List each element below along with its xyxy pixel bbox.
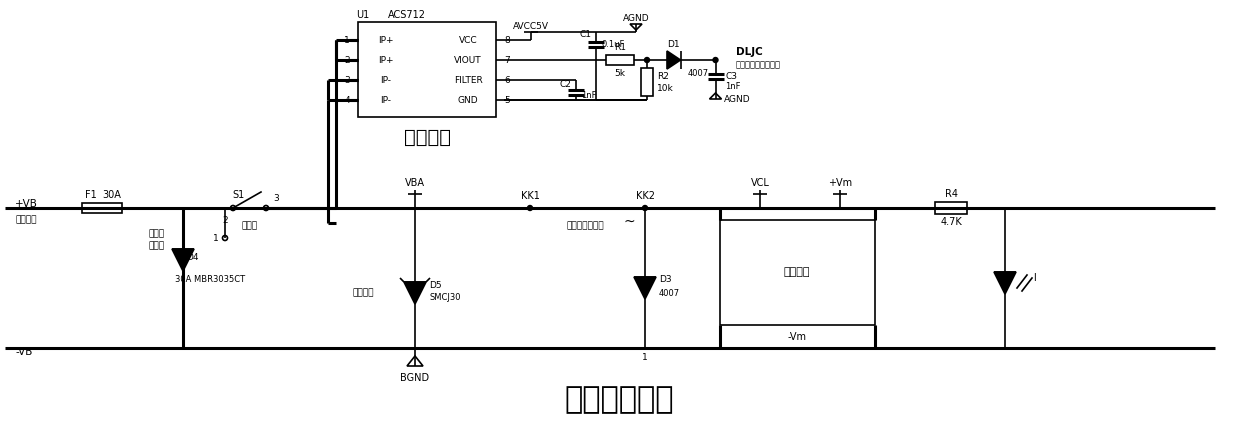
Polygon shape	[406, 356, 422, 366]
Bar	[606, 55, 634, 65]
Text: 保险片: 保险片	[147, 229, 164, 239]
Text: l: l	[1033, 273, 1036, 283]
Text: C2: C2	[559, 80, 571, 89]
Text: 大电流主回路: 大电流主回路	[564, 386, 674, 415]
Text: U1: U1	[356, 10, 369, 20]
Text: 电机电源: 电机电源	[784, 267, 810, 277]
Text: ACS712: ACS712	[388, 10, 426, 20]
Text: SMCJ30: SMCJ30	[429, 293, 461, 303]
Text: IP-: IP-	[380, 75, 392, 85]
Circle shape	[644, 58, 649, 62]
Text: R2: R2	[657, 72, 669, 80]
Text: 电流检测: 电流检测	[404, 128, 451, 147]
Circle shape	[712, 58, 717, 62]
Polygon shape	[710, 93, 721, 99]
Bar	[720, 220, 875, 325]
Bar	[641, 68, 653, 96]
Text: KK1: KK1	[520, 191, 539, 201]
Text: 1nF: 1nF	[726, 82, 741, 91]
Text: KK2: KK2	[636, 191, 654, 201]
Text: 1: 1	[642, 354, 648, 362]
Text: FILTER: FILTER	[453, 75, 482, 85]
Text: D3: D3	[659, 275, 672, 285]
Polygon shape	[629, 24, 642, 30]
Text: C3: C3	[726, 72, 737, 80]
Text: 0.1uF: 0.1uF	[601, 40, 624, 49]
Text: 1: 1	[344, 35, 349, 45]
Text: 防接反: 防接反	[147, 242, 164, 250]
Text: +VB: +VB	[15, 199, 38, 209]
Text: ~: ~	[623, 215, 634, 229]
Bar	[358, 22, 496, 117]
Text: 瞬态抑制: 瞬态抑制	[352, 288, 374, 298]
Text: VCL: VCL	[751, 178, 769, 188]
Text: 4.7K: 4.7K	[940, 217, 961, 227]
Text: VBA: VBA	[405, 178, 425, 188]
Text: IP-: IP-	[380, 96, 392, 104]
Text: AVCC5V: AVCC5V	[513, 21, 549, 30]
Text: 6: 6	[504, 75, 509, 85]
Polygon shape	[404, 282, 426, 304]
Text: 总开关: 总开关	[242, 221, 258, 231]
Text: AGND: AGND	[623, 13, 649, 22]
Text: D1: D1	[668, 40, 680, 48]
Text: S1: S1	[232, 190, 244, 200]
Text: 7: 7	[504, 56, 509, 64]
Circle shape	[528, 205, 533, 210]
Text: 30A MBR3035CT: 30A MBR3035CT	[175, 275, 245, 285]
Text: 1nF: 1nF	[581, 91, 596, 100]
Text: 继电器关闭外设: 继电器关闭外设	[566, 221, 603, 231]
Text: VCC: VCC	[458, 35, 477, 45]
Polygon shape	[667, 51, 680, 69]
Circle shape	[643, 205, 648, 210]
Text: 2: 2	[222, 216, 228, 224]
Text: BGND: BGND	[400, 373, 430, 383]
Text: VIOUT: VIOUT	[455, 56, 482, 64]
Text: 3: 3	[344, 75, 349, 85]
Text: 10k: 10k	[657, 83, 674, 93]
Polygon shape	[994, 272, 1016, 294]
Text: F1: F1	[85, 190, 97, 200]
Text: AGND: AGND	[724, 94, 750, 104]
Text: D4: D4	[186, 253, 198, 261]
Text: IP+: IP+	[378, 56, 394, 64]
Polygon shape	[172, 249, 195, 271]
Text: 5k: 5k	[615, 69, 626, 77]
Text: 30A: 30A	[102, 190, 121, 200]
Text: +Vm: +Vm	[828, 178, 852, 188]
Text: C1: C1	[579, 30, 591, 39]
Text: 电流传感器输出信号: 电流传感器输出信号	[736, 61, 781, 69]
Text: 2: 2	[344, 56, 349, 64]
Bar	[82, 203, 121, 213]
Text: DLJC: DLJC	[736, 47, 762, 57]
Text: 5: 5	[504, 96, 509, 104]
Text: 4: 4	[344, 96, 349, 104]
Text: 4007: 4007	[659, 288, 680, 298]
Text: R1: R1	[615, 43, 626, 51]
Text: 1: 1	[213, 234, 219, 242]
Text: -VB: -VB	[15, 347, 32, 357]
Bar	[935, 202, 966, 214]
Text: D5: D5	[429, 280, 441, 290]
Text: IP+: IP+	[378, 35, 394, 45]
Text: R4: R4	[944, 189, 958, 199]
Text: GND: GND	[457, 96, 478, 104]
Text: 4007: 4007	[688, 69, 709, 77]
Text: -Vm: -Vm	[788, 332, 807, 342]
Text: 电池输入: 电池输入	[15, 216, 36, 224]
Text: 8: 8	[504, 35, 509, 45]
Text: 3: 3	[273, 194, 279, 203]
Polygon shape	[634, 277, 655, 299]
